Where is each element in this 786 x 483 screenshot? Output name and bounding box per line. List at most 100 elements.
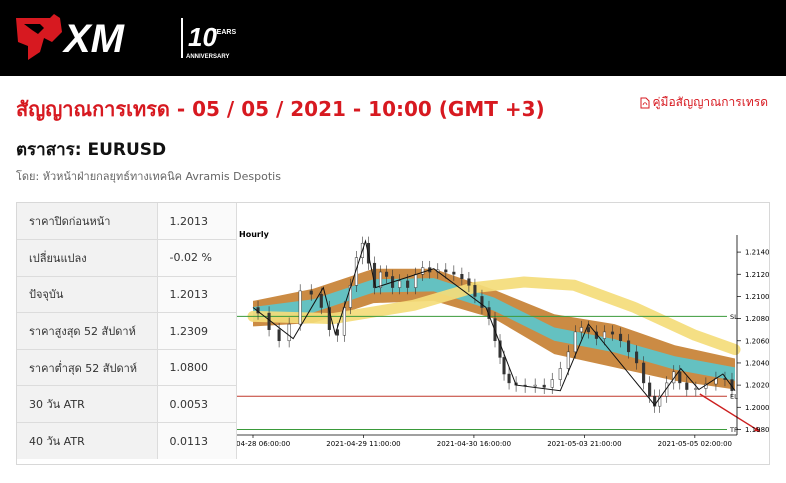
candle-body xyxy=(694,388,698,390)
candle-body xyxy=(267,312,271,330)
candle-body xyxy=(635,351,639,364)
candle-body xyxy=(618,333,623,342)
page-title: สัญญาณการเทรด - 05 / 05 / 2021 - 10:00 (… xyxy=(16,97,545,121)
candle-body xyxy=(586,327,590,333)
stats-row: 30 วัน ATR 0.0053 xyxy=(17,385,237,424)
band-yellow xyxy=(247,276,741,356)
instrument-heading: ตราสาร: EURUSD xyxy=(16,140,167,160)
band-inner xyxy=(253,278,735,381)
candle-body xyxy=(421,267,425,275)
y-tick-label: 1.2060 xyxy=(745,337,769,345)
stats-table: ราคาปิดก่อนหน้า 1.2013 เปลี่ยนแปลง -0.02 % ป… xyxy=(17,203,237,460)
stat-label: 40 วัน ATR xyxy=(17,422,158,460)
level-label: SL xyxy=(730,313,738,321)
x-tick-label: 2021-05-05 02:00:00 xyxy=(658,440,732,448)
xm-logo[interactable]: XM 10 YEARS ANNIVERSARY xyxy=(14,12,244,64)
candle-body xyxy=(566,351,570,369)
forecast-arrowhead xyxy=(754,426,761,432)
candle-body xyxy=(319,293,323,308)
author-byline: โดย: หัวหน้าฝ่ายกลยุทธ์ทางเทคนิค Avramis… xyxy=(16,170,281,183)
y-tick-label: 1.2100 xyxy=(745,293,769,301)
candle-body xyxy=(298,290,302,325)
candle-body xyxy=(473,285,477,297)
x-tick-label: 2021-04-29 11:00:00 xyxy=(326,440,400,448)
signal-panel: ราคาปิดก่อนหน้า 1.2013 เปลี่ยนแปลง -0.02 % ป… xyxy=(16,202,770,465)
pdf-icon xyxy=(640,97,649,108)
badge-years: YEARS xyxy=(212,29,236,36)
candle-body xyxy=(653,395,657,407)
candle-body xyxy=(378,271,383,288)
candle-body xyxy=(542,384,546,388)
stats-row: ราคาปิดก่อนหน้า 1.2013 xyxy=(17,203,237,241)
stat-label: ราคาสูงสุด 52 สัปดาห์ xyxy=(17,312,158,350)
band-outer xyxy=(253,268,735,390)
stat-label: เปลี่ยนแปลง xyxy=(17,239,158,277)
candle-body xyxy=(414,274,418,288)
logo-text: XM xyxy=(62,17,126,61)
candle-body xyxy=(658,395,662,407)
y-tick-label: 1.2000 xyxy=(745,404,769,412)
stats-row: เปลี่ยนแปลง -0.02 % xyxy=(17,239,237,277)
zigzag-line xyxy=(252,239,736,406)
candle-body xyxy=(444,269,448,273)
top-bar: XM 10 YEARS ANNIVERSARY xyxy=(0,0,786,76)
candle-body xyxy=(309,290,313,295)
candle-body xyxy=(558,368,562,380)
stat-label: 30 วัน ATR xyxy=(17,385,158,424)
level-label: EL xyxy=(730,393,738,401)
bull-icon xyxy=(16,14,62,60)
candle-body xyxy=(573,331,577,353)
stats-row: ราคาสูงสุด 52 สัปดาห์ 1.2309 xyxy=(17,312,237,350)
stat-value: 0.0113 xyxy=(157,422,237,460)
candle-body xyxy=(460,274,464,279)
candle-body xyxy=(342,307,346,336)
x-tick-label: 2021-04-28 06:00:00 xyxy=(237,440,290,448)
stat-value: 1.0800 xyxy=(157,349,237,387)
price-chart: Hourly SL EL TP 1.2140 1.2120 1.2100 1.2080 1.… xyxy=(237,203,769,464)
candle-body xyxy=(287,323,291,342)
candle-body xyxy=(327,307,331,330)
candle-body xyxy=(452,271,456,275)
candle-body xyxy=(533,384,537,387)
stat-value: -0.02 % xyxy=(157,239,237,277)
stat-label: ราคาปิดก่อนหน้า xyxy=(17,203,158,241)
y-tick-label: 1.2120 xyxy=(745,271,769,279)
candle-body xyxy=(348,285,352,308)
y-tick-label: 1.1980 xyxy=(745,426,769,434)
chart-title: Hourly xyxy=(239,230,270,239)
candle-body xyxy=(502,357,506,375)
candle-body xyxy=(498,340,502,358)
candle-body xyxy=(610,331,615,335)
candle-body xyxy=(579,327,583,333)
candle-body xyxy=(685,382,689,390)
stat-value: 1.2013 xyxy=(157,276,237,314)
candle-body xyxy=(467,278,471,286)
y-tick-label: 1.2140 xyxy=(745,249,769,257)
stats-row: ราคาต่ำสุด 52 สัปดาห์ 1.0800 xyxy=(17,349,237,387)
candle-body xyxy=(642,362,646,384)
candle-body xyxy=(480,296,484,308)
stat-value: 1.2309 xyxy=(157,312,237,350)
candle-body xyxy=(406,280,410,288)
candle-body xyxy=(507,373,511,384)
candle-body xyxy=(648,382,652,397)
y-tick-label: 1.2020 xyxy=(745,382,769,390)
x-tick-label: 2021-05-03 21:00:00 xyxy=(547,440,621,448)
signals-guide-link[interactable]: คู่มือสัญญาณการเทรด xyxy=(640,93,769,112)
stat-label: ปัจจุบัน xyxy=(17,276,158,314)
candle-body xyxy=(678,371,682,384)
candle-body xyxy=(277,329,281,342)
candle-body xyxy=(627,340,631,353)
candle-body xyxy=(398,280,402,288)
candle-body xyxy=(602,331,607,339)
x-tick-label: 2021-04-30 16:00:00 xyxy=(437,440,511,448)
stat-value: 0.0053 xyxy=(157,385,237,424)
stats-row: ปัจจุบัน 1.2013 xyxy=(17,276,237,314)
stat-label: ราคาต่ำสุด 52 สัปดาห์ xyxy=(17,349,158,387)
guide-link-label: คู่มือสัญญาณการเทรด xyxy=(652,95,769,109)
stat-value: 1.2013 xyxy=(157,203,237,241)
candle-body xyxy=(385,271,389,277)
y-tick-label: 1.2080 xyxy=(745,315,769,323)
badge-anniversary: ANNIVERSARY xyxy=(186,54,229,60)
level-label: TP xyxy=(729,426,738,434)
